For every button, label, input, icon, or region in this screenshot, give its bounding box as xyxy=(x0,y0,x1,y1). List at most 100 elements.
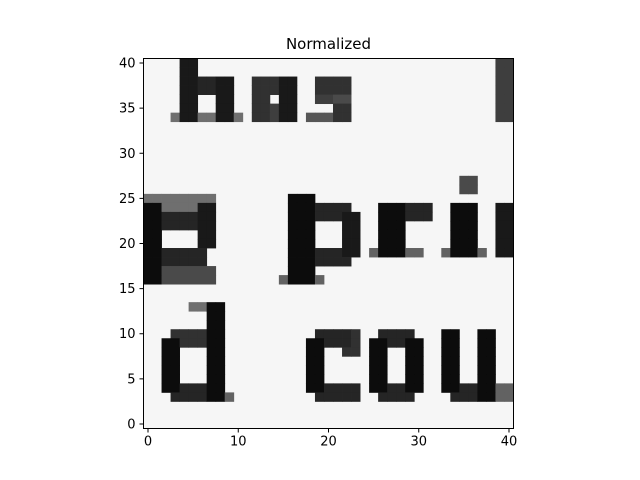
heatmap-cell xyxy=(342,329,352,339)
heatmap-cell xyxy=(206,275,217,285)
heatmap-cell xyxy=(188,193,199,204)
heatmap-cell xyxy=(333,76,343,86)
heatmap-cell xyxy=(197,85,208,95)
heatmap-cell xyxy=(296,248,307,258)
x-tick-label: 0 xyxy=(144,435,152,450)
heatmap-cell xyxy=(215,374,226,384)
heatmap-cell xyxy=(323,211,334,222)
heatmap-cell xyxy=(206,338,217,348)
heatmap-cell xyxy=(378,365,388,375)
heatmap-cell xyxy=(323,202,334,213)
heatmap-cell xyxy=(314,257,325,267)
heatmap-cell xyxy=(197,338,208,348)
heatmap-cell xyxy=(170,266,180,276)
heatmap-cell xyxy=(387,383,397,393)
heatmap-cell xyxy=(450,392,460,402)
heatmap-cell xyxy=(450,374,460,384)
heatmap-cell xyxy=(197,248,208,258)
heatmap-cell xyxy=(143,266,153,276)
heatmap-cell xyxy=(197,392,208,402)
heatmap-cell xyxy=(179,94,190,105)
heatmap-cell xyxy=(405,248,415,258)
heatmap-cell xyxy=(170,392,180,402)
heatmap-cell xyxy=(459,383,469,393)
heatmap-cell xyxy=(215,103,226,114)
x-tick-label: 40 xyxy=(501,435,518,450)
heatmap-cell xyxy=(351,338,361,348)
heatmap-cell xyxy=(342,76,352,86)
heatmap-cell xyxy=(378,356,388,366)
chart-title: Normalized xyxy=(286,35,371,53)
heatmap-cell xyxy=(188,202,199,213)
heatmap-cell xyxy=(351,220,361,231)
heatmap-cell xyxy=(477,329,487,339)
heatmap-cell xyxy=(170,365,180,375)
heatmap-cell xyxy=(314,85,325,95)
heatmap-cell xyxy=(396,383,406,393)
heatmap-cell xyxy=(143,229,153,240)
heatmap-cell xyxy=(287,94,298,105)
heatmap-cell xyxy=(170,112,180,123)
heatmap-cell xyxy=(423,211,433,222)
heatmap-cell xyxy=(215,311,226,321)
heatmap-cell xyxy=(161,275,171,285)
y-tick-label: 15 xyxy=(119,282,136,297)
heatmap-cell xyxy=(197,229,208,240)
heatmap-cell xyxy=(179,76,190,86)
heatmap-cell xyxy=(504,211,514,222)
heatmap-cell xyxy=(161,193,171,204)
heatmap-cell xyxy=(287,266,298,276)
heatmap-cell xyxy=(351,229,361,240)
heatmap-cell xyxy=(342,220,352,231)
heatmap-cell xyxy=(215,365,226,375)
heatmap-cell xyxy=(414,374,424,384)
heatmap-cell xyxy=(215,85,226,95)
heatmap-cell xyxy=(495,94,505,105)
heatmap-cell xyxy=(504,383,514,393)
heatmap-cell xyxy=(206,193,217,204)
heatmap-cell xyxy=(333,202,343,213)
heatmap-cell xyxy=(450,329,460,339)
heatmap-cell xyxy=(260,112,271,123)
heatmap-cell xyxy=(441,248,451,258)
heatmap-cell xyxy=(206,365,217,375)
heatmap-cell xyxy=(369,365,379,375)
heatmap-cell xyxy=(206,347,217,357)
heatmap-cell xyxy=(342,85,352,95)
heatmap-cell xyxy=(468,184,478,195)
heatmap-cell xyxy=(459,220,469,231)
y-axis: 0 5 10 15 20 25 30 35 40 xyxy=(119,57,144,432)
heatmap-cell xyxy=(305,266,316,276)
heatmap-cell xyxy=(450,229,460,240)
heatmap-cell xyxy=(387,329,397,339)
heatmap-cell xyxy=(179,338,190,348)
heatmap-cell xyxy=(179,193,190,204)
heatmap-cell xyxy=(342,238,352,249)
heatmap-cell xyxy=(504,58,514,68)
heatmap-cell xyxy=(342,202,352,213)
heatmap-cell xyxy=(143,211,153,222)
heatmap-cell xyxy=(287,193,298,204)
heatmap-cell xyxy=(468,211,478,222)
heatmap-cell xyxy=(179,275,190,285)
heatmap-cell xyxy=(278,94,289,105)
heatmap-cell xyxy=(179,85,190,95)
heatmap-cell xyxy=(504,85,514,95)
heatmap-cell xyxy=(197,275,208,285)
heatmap-cell xyxy=(378,248,388,258)
heatmap-cell xyxy=(351,211,361,222)
heatmap-cell xyxy=(152,220,162,231)
heatmap-cell xyxy=(206,112,217,123)
heatmap-cell xyxy=(459,184,469,195)
heatmap-cell xyxy=(468,383,478,393)
heatmap-cell xyxy=(251,112,262,123)
heatmap-cell xyxy=(161,338,171,348)
heatmap-cell xyxy=(459,248,469,258)
y-tick-label: 20 xyxy=(119,237,136,252)
heatmap-cell xyxy=(170,211,180,222)
heatmap-cell xyxy=(179,329,190,339)
heatmap-cell xyxy=(369,347,379,357)
heatmap-cell xyxy=(161,356,171,366)
heatmap-cell xyxy=(323,329,334,339)
heatmap-cell xyxy=(441,383,451,393)
